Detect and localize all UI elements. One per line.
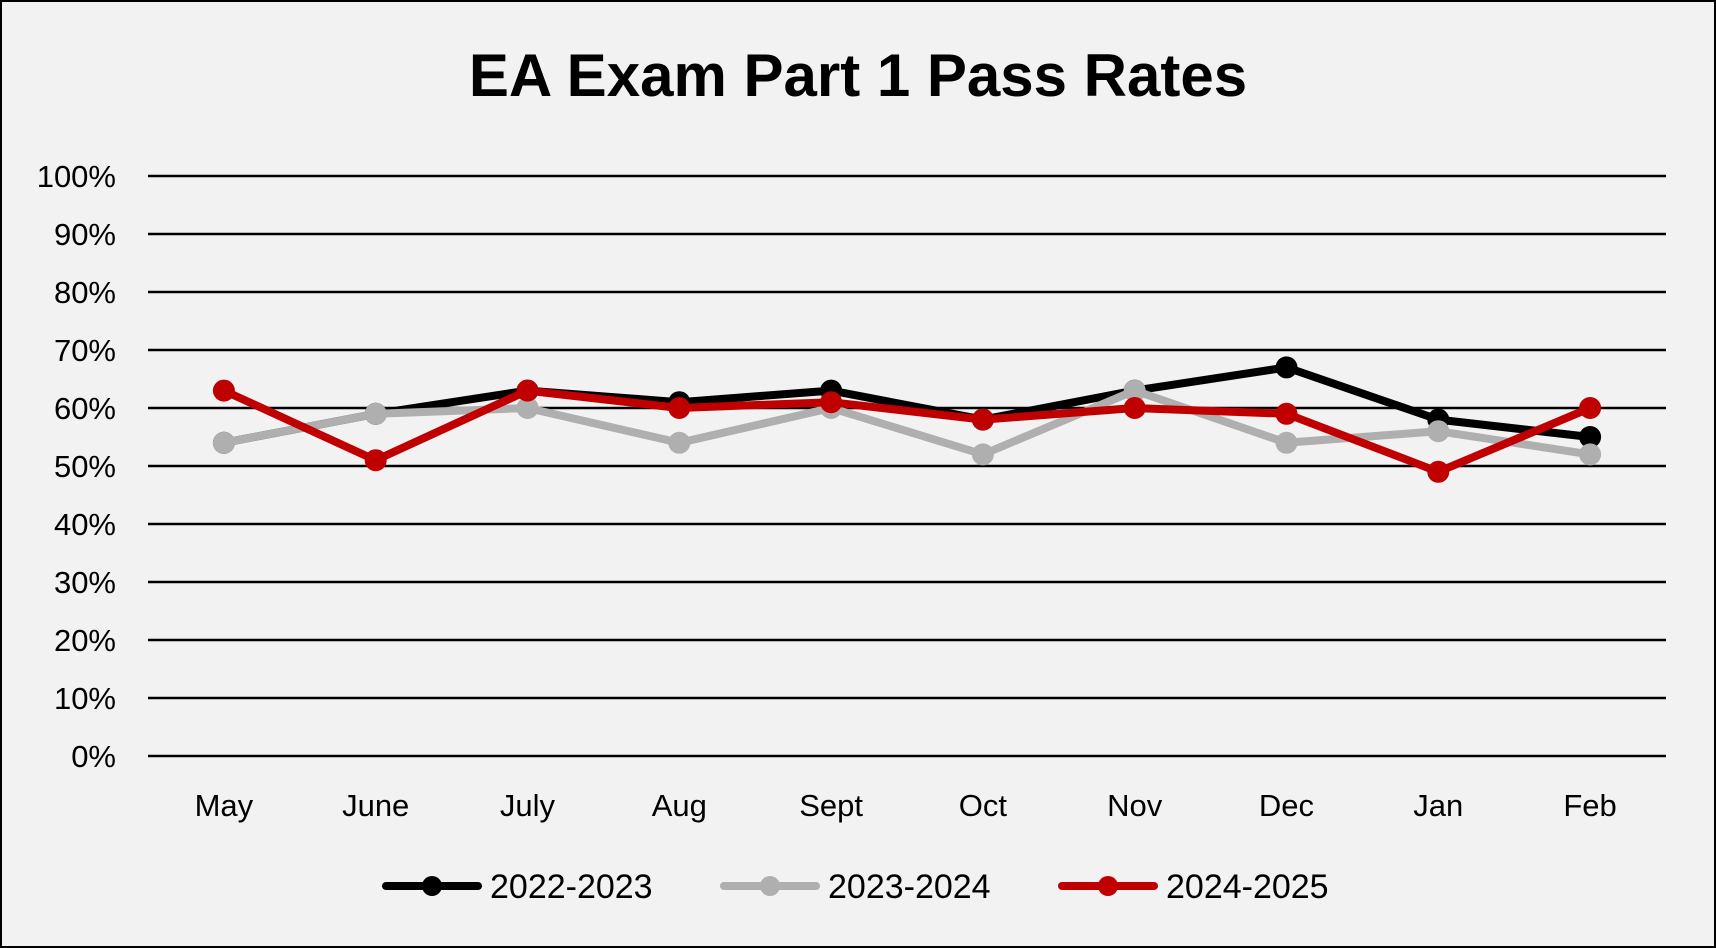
- x-tick-label: May: [195, 788, 254, 823]
- series-2024-2025: [212, 379, 1602, 483]
- x-tick-label: July: [500, 788, 556, 823]
- series-2023-2024: [212, 379, 1602, 466]
- y-tick-label: 80%: [54, 275, 116, 310]
- y-tick-label: 70%: [54, 333, 116, 368]
- data-point: [1427, 420, 1450, 443]
- legend-item: 2024-2025: [1058, 868, 1329, 906]
- series-line: [219, 363, 1595, 447]
- y-tick-label: 60%: [54, 391, 116, 426]
- legend-item: 2023-2024: [720, 868, 991, 906]
- data-point: [1579, 397, 1602, 419]
- y-axis-tick-labels: 0% 10% 20% 30% 40% 50% 60% 70% 80% 90% 100%: [37, 159, 116, 774]
- y-tick-label: 0%: [71, 739, 116, 774]
- x-tick-label: June: [342, 788, 409, 823]
- data-point: [364, 449, 387, 472]
- data-point: [1579, 443, 1602, 466]
- y-tick-label: 30%: [54, 565, 116, 600]
- y-tick-label: 100%: [37, 159, 116, 194]
- series-line: [219, 386, 1595, 476]
- x-axis-tick-labels: May June July Aug Sept Oct Nov Dec Jan Feb: [195, 788, 1617, 823]
- x-tick-label: Sept: [799, 788, 863, 823]
- data-point: [364, 402, 387, 425]
- x-tick-label: Nov: [1107, 788, 1163, 823]
- legend-label: 2024-2025: [1166, 868, 1329, 906]
- series-line: [219, 386, 1595, 459]
- data-point: [1275, 356, 1298, 379]
- data-point: [212, 379, 235, 402]
- x-tick-label: Oct: [959, 788, 1008, 823]
- data-point: [1123, 379, 1146, 402]
- y-tick-label: 50%: [54, 449, 116, 484]
- legend-label: 2023-2024: [828, 868, 991, 906]
- legend: 2022-2023 2023-2024 2024-2025: [382, 868, 1329, 906]
- legend-swatch-marker: [760, 876, 780, 896]
- data-point: [1579, 426, 1602, 448]
- y-tick-label: 40%: [54, 507, 116, 542]
- data-point: [1427, 460, 1450, 483]
- y-tick-label: 20%: [54, 623, 116, 658]
- data-point: [971, 408, 994, 431]
- data-point: [516, 379, 539, 402]
- x-tick-label: Dec: [1259, 788, 1314, 823]
- data-point: [820, 391, 843, 414]
- data-point: [668, 397, 691, 419]
- legend-swatch-marker: [422, 876, 442, 896]
- legend-item: 2022-2023: [382, 868, 653, 906]
- chart-title: EA Exam Part 1 Pass Rates: [469, 42, 1247, 109]
- data-point: [516, 397, 539, 419]
- data-point: [1275, 431, 1298, 454]
- legend-swatch-marker: [1098, 876, 1118, 896]
- x-tick-label: Feb: [1563, 788, 1616, 823]
- data-point: [1275, 402, 1298, 425]
- data-point: [1123, 397, 1146, 419]
- y-tick-label: 10%: [54, 681, 116, 716]
- data-point: [212, 431, 235, 454]
- series-lines: [212, 356, 1602, 483]
- data-point: [971, 443, 994, 466]
- y-tick-label: 90%: [54, 217, 116, 252]
- x-tick-label: Aug: [652, 788, 707, 823]
- data-point: [668, 431, 691, 454]
- x-tick-label: Jan: [1413, 788, 1463, 823]
- legend-label: 2022-2023: [490, 868, 653, 906]
